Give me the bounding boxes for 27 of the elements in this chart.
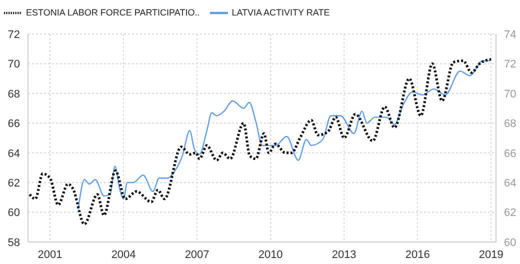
y-tick-label: 62 [8,177,20,190]
line-series [78,60,490,210]
y2-tick-label: 70 [504,88,516,100]
x-tick-label: 2001 [38,248,62,261]
y-tick-label: 64 [8,148,20,160]
line-series [28,58,492,226]
y2-tick-label: 68 [504,118,516,130]
x-tick-label: 2016 [405,248,430,261]
legend-label: ESTONIA LABOR FORCE PARTICIPATIO.. [26,7,200,18]
y2-tick-label: 60 [504,236,516,249]
x-tick-label: 2013 [332,248,356,261]
x-tick-label: 2004 [111,248,136,261]
y2-tick-label: 66 [504,148,516,160]
y2-tick-label: 64 [504,177,516,190]
x-tick-label: 2019 [478,248,504,261]
y-tick-label: 60 [8,207,20,220]
y-tick-label: 70 [8,58,20,71]
y-tick-label: 58 [8,236,20,249]
x-tick-label: 2007 [184,248,210,261]
y2-tick-label: 74 [504,28,516,41]
y2-tick-label: 62 [504,207,516,220]
y-tick-label: 66 [8,118,20,130]
legend-label: LATVIA ACTIVITY RATE [232,7,330,18]
x-tick-label: 2010 [258,248,283,261]
y-tick-label: 72 [8,28,20,41]
y-tick-label: 68 [8,88,20,100]
y2-tick-label: 72 [504,58,516,71]
